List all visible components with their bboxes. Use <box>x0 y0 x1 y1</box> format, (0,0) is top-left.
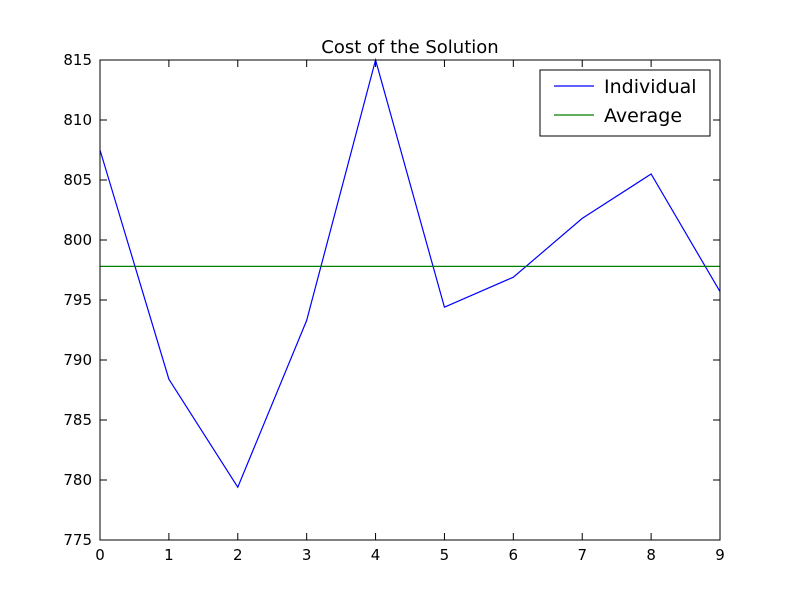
y-tick-label: 790 <box>63 351 92 369</box>
x-tick-label: 4 <box>371 546 381 564</box>
y-tick-label: 805 <box>63 171 92 189</box>
y-axis: 775 780 785 790 795 800 805 810 815 <box>63 51 720 549</box>
x-tick-label: 7 <box>577 546 587 564</box>
legend-box <box>539 69 711 137</box>
y-tick-label: 775 <box>63 531 92 549</box>
x-axis: 0 1 2 3 4 5 6 7 8 9 <box>95 60 725 564</box>
x-tick-label: 9 <box>715 546 725 564</box>
x-tick-label: 5 <box>440 546 450 564</box>
series-line-individual <box>99 57 721 489</box>
plot-background <box>100 60 720 540</box>
y-tick-label: 780 <box>63 471 92 489</box>
y-tick-label: 785 <box>63 411 92 429</box>
x-tick-label: 0 <box>95 546 105 564</box>
legend: Individual Average <box>539 69 711 137</box>
x-tick-label: 8 <box>646 546 656 564</box>
plot-area <box>100 60 720 540</box>
x-tick-label: 3 <box>302 546 312 564</box>
x-tick-label: 2 <box>233 546 243 564</box>
y-tick-label: 800 <box>63 231 92 249</box>
legend-label: Average <box>604 105 682 127</box>
y-tick-label: 810 <box>63 111 92 129</box>
chart-title: Cost of the Solution <box>321 37 498 58</box>
series-layer <box>99 57 721 489</box>
y-tick-label: 815 <box>63 51 92 69</box>
x-tick-label: 1 <box>164 546 174 564</box>
legend-label: Individual <box>604 76 697 98</box>
x-tick-label: 6 <box>509 546 519 564</box>
y-tick-label: 795 <box>63 291 92 309</box>
